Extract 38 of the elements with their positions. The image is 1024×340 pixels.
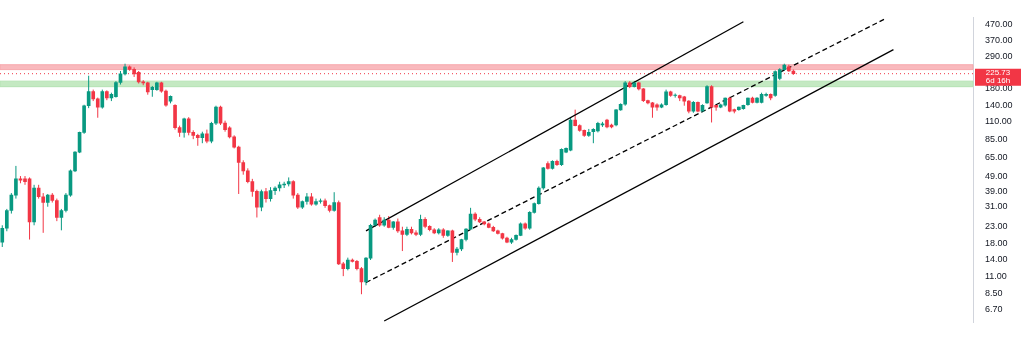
y-tick-label: 180.00 [985,83,1013,94]
y-tick-label: 290.00 [985,51,1013,62]
y-tick-label: 14.00 [985,254,1008,265]
candlestick [273,185,277,196]
candlestick [673,92,678,99]
candlestick [173,103,177,131]
ref-line-label: 225.73 [985,68,1011,78]
candlestick [41,192,46,234]
y-tick-label: 31.00 [985,201,1008,212]
candlestick [332,191,337,213]
candlestick [291,179,296,200]
candlestick [414,229,418,237]
candlestick [455,246,459,256]
y-tick-label: 470.00 [985,19,1013,30]
y-tick-label: 11.00 [985,270,1007,281]
y-tick-label: 8.50 [985,287,1003,298]
y-tick-label: 110.00 [985,116,1012,127]
candlestick [182,117,186,139]
y-tick-label: 23.00 [985,221,1008,232]
y-tick-label: 39.00 [985,185,1008,196]
candlestick [95,97,100,119]
y-tick-label: 49.00 [985,170,1008,181]
candlestick [623,80,628,107]
candlestick [264,187,268,204]
candlestick [14,165,18,200]
candlestick [236,145,241,195]
y-tick-label: 370.00 [985,35,1013,46]
y-tick-label: 85.00 [985,133,1008,144]
y-tick-label: 18.00 [985,237,1008,248]
candlestick [186,116,191,136]
candlestick [100,89,105,110]
text: 6d 16h [985,76,1011,86]
candlestick [655,102,659,112]
y-tick-label: 140.00 [985,100,1013,111]
candlestick [305,192,309,206]
y-tick-label: 6.70 [985,303,1003,314]
candlestick [705,84,709,105]
y-tick-label: 65.00 [985,151,1008,162]
